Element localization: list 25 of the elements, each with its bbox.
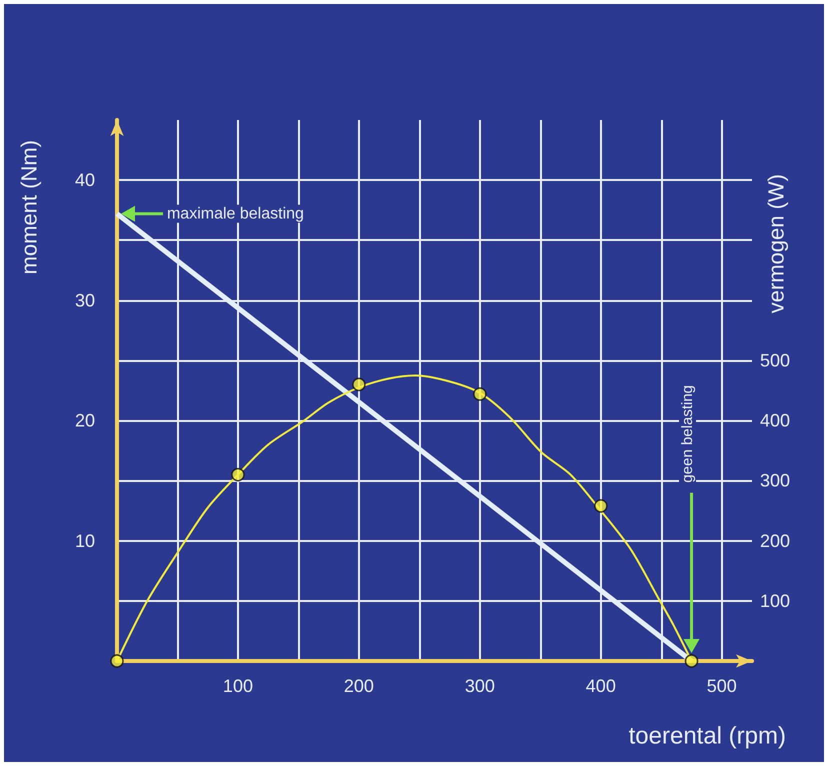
- y-tick-label: 30: [74, 290, 95, 310]
- point: [352, 378, 366, 392]
- point: [231, 468, 245, 482]
- annotation: geen belasting: [679, 385, 696, 483]
- x-tick-label: 100: [222, 676, 253, 696]
- y2-tick-label: 300: [760, 470, 790, 491]
- x-tick-label: 300: [464, 676, 495, 696]
- point: [110, 654, 124, 668]
- x-tick-label: 400: [586, 676, 616, 696]
- point: [684, 654, 698, 668]
- x-tick-label: 200: [344, 676, 374, 696]
- y2-tick-label: 400: [760, 410, 790, 431]
- y-tick-label: 10: [74, 530, 95, 551]
- y2-axis-title: vermogen (W): [764, 174, 788, 314]
- x-tick-label: 500: [706, 676, 737, 696]
- y2-tick-label: 200: [760, 530, 790, 551]
- point: [473, 387, 487, 401]
- point: [594, 499, 608, 513]
- y-axis-title: moment (Nm): [16, 140, 42, 274]
- y2-tick-label: 500: [760, 350, 790, 370]
- x-axis-title: toerental (rpm): [628, 722, 786, 750]
- y2-tick-label: 100: [760, 590, 790, 611]
- y-tick-label: 20: [74, 410, 95, 431]
- annotation: maximale belasting: [166, 205, 304, 222]
- y-tick-label: 40: [74, 170, 95, 190]
